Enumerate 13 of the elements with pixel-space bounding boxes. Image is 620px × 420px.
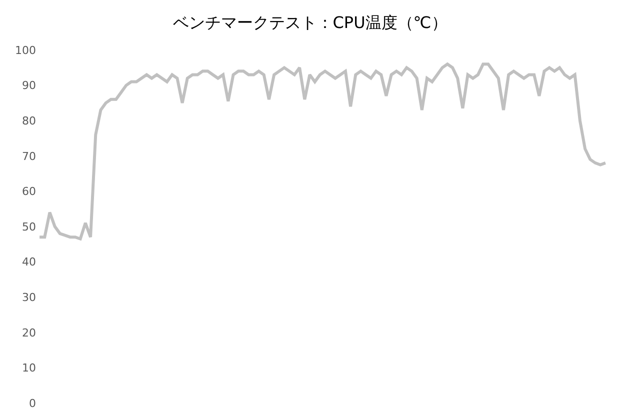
- y-tick-label: 40: [22, 256, 36, 269]
- chart-title: ベンチマークテスト：CPU温度（℃）: [172, 13, 448, 32]
- y-tick-label: 30: [22, 290, 36, 304]
- y-tick-label: 10: [22, 362, 36, 375]
- y-tick-label: 20: [22, 326, 36, 340]
- y-tick-label: 0: [29, 396, 36, 410]
- line-series: [38, 62, 607, 240]
- y-tick-label: 70: [22, 150, 36, 163]
- y-tick-label: 60: [22, 185, 36, 198]
- y-tick-label: 80: [22, 114, 36, 128]
- y-tick-label: 90: [22, 79, 36, 92]
- y-tick-label: 100: [15, 44, 36, 57]
- y-tick-label: 50: [22, 220, 36, 234]
